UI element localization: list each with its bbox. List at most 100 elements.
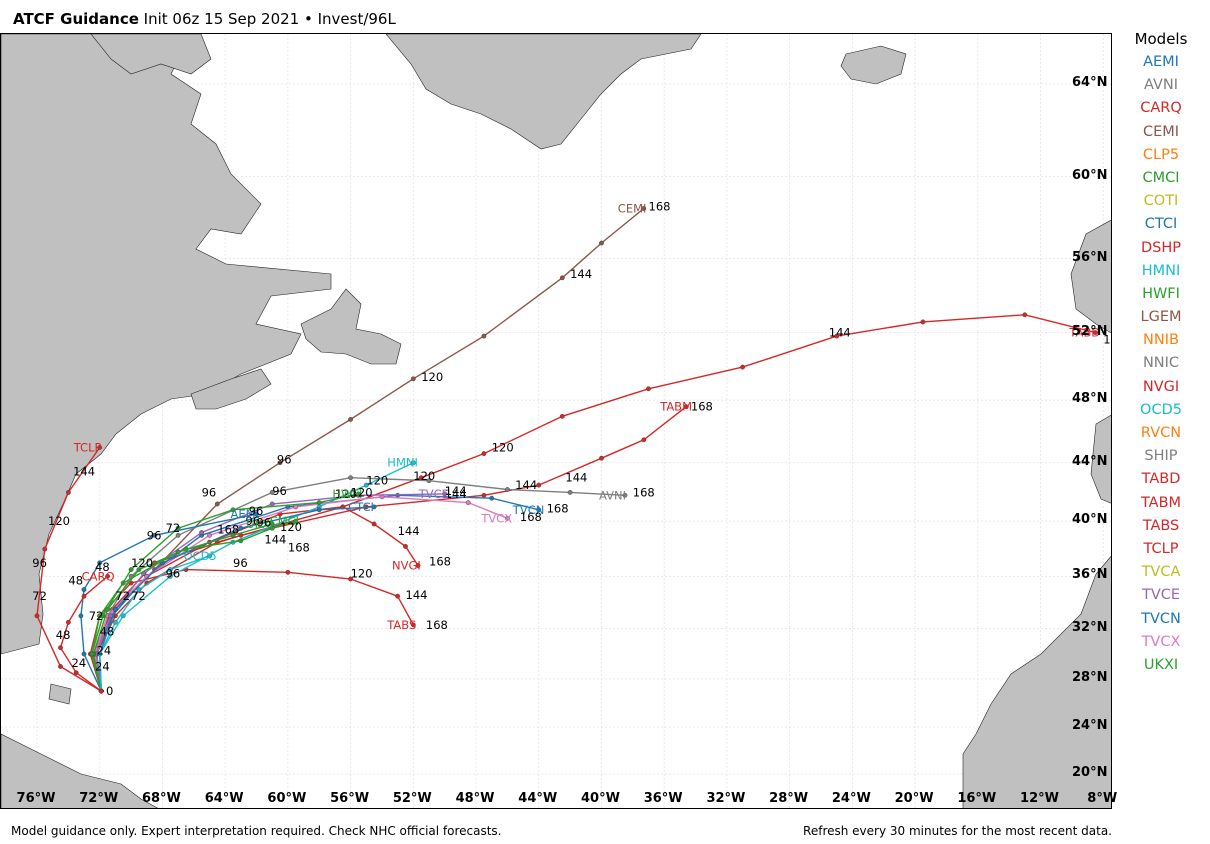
track-point [567,489,573,495]
forecast-hour-label: 120 [280,520,302,534]
map-canvas[interactable]: CEMI96120144168TABD120144168TABM144168TA… [1,34,1112,809]
track-line-tclp [36,447,102,692]
lat-tick-label: 44°N [1072,453,1108,469]
track-point [1022,312,1028,318]
track-point [481,492,487,498]
track-point [403,544,408,549]
track-point [97,651,103,657]
legend-item-ocd5: OCD5 [1140,401,1182,418]
forecast-hour-label: 144 [565,471,587,485]
track-line-carq [59,575,109,692]
track-end-label: CARQ [82,569,115,583]
legend-item-avni: AVNI [1143,77,1179,94]
legend-items: AEMI AVNI CARQ CEMI CLP5 CMCI COTI CTCI DSHP HMNI… [1112,51,1210,677]
forecast-hour-label: 120 [366,474,388,488]
forecast-hour-label: 120 [413,469,435,483]
lat-tick-label: 36°N [1072,567,1108,583]
greenland-land [385,34,702,150]
forecast-hour-label: 168 [288,541,310,555]
forecast-hour-label: 96 [246,514,261,528]
track-point [105,573,111,579]
lat-tick-label: 32°N [1072,619,1108,635]
legend-item-tabs: TABS [1142,517,1180,534]
track-point [559,275,565,281]
track-end-label: TVCN [512,503,545,517]
track-point [504,487,510,492]
forecast-hour-label: 72 [131,589,146,603]
model-tracks [34,206,1098,694]
forecast-hour-label: 48 [56,628,71,642]
lon-tick-label: 24°W [831,791,871,806]
track-end-label: AEMI [231,507,259,521]
chart-title: ATCF Guidance Init 06z 15 Sep 2021 • Inv… [13,10,396,28]
track-point [646,386,651,392]
map-panel[interactable]: CEMI96120144168TABD120144168TABM144168TA… [0,33,1112,809]
track-point [920,319,926,325]
track-end-label: CMCI [270,514,299,528]
forecast-hour-label: 24 [72,656,87,670]
africa-land [962,555,1111,808]
track-point [465,500,471,505]
track-point [559,413,565,419]
iceland-land [840,45,907,85]
forecast-hour-label: 168 [217,523,239,537]
lon-tick-label: 68°W [141,791,181,806]
track-point [175,549,181,555]
legend-item-tclp: TCLP [1143,540,1179,557]
track-point [97,445,103,450]
track-point [410,376,416,382]
legend-item-cemi: CEMI [1142,123,1180,140]
track-point [120,613,126,619]
track-point [97,560,103,566]
track-point [415,563,421,568]
lon-tick-label: 72°W [79,791,119,806]
forecast-hour-label: 120 [421,370,443,384]
track-point [128,567,134,572]
forecast-hour-label: 144 [445,487,467,501]
track-point [230,507,236,513]
track-end-label: TABM [659,400,692,414]
legend-item-rvcn: RVCN [1140,425,1182,441]
lon-tick-label: 16°W [957,791,997,806]
track-point [536,482,542,488]
track-point [622,492,628,498]
legend-item-dshp: DSHP [1140,239,1182,256]
lon-tick-label: 60°W [267,791,307,806]
iberia-land [1090,414,1111,504]
track-point [348,576,353,582]
lon-tick-label: 8°W [1087,791,1118,806]
lon-tick-label: 44°W [518,791,558,806]
forecast-hour-label: 72 [166,521,181,535]
track-point [230,532,236,538]
legend-item-tvcn: TVCN [1141,610,1181,627]
lon-tick-label: 28°W [769,791,809,806]
track-point [78,613,84,619]
forecast-hour-label: 168 [1103,333,1112,347]
track-point [348,475,353,481]
legend-item-nnib: NNIB [1143,332,1179,349]
track-end-label: TVCE [418,487,449,501]
track-point [89,651,95,657]
legend-item-aemi: AEMI [1143,54,1179,70]
track-point [81,593,87,599]
forecast-hour-label: 48 [100,624,115,638]
track-point [167,573,173,579]
legend-item-hwfi: HWFI [1142,285,1180,302]
track-point [199,530,205,535]
track-end-label: TCLP [73,441,102,455]
newfoundland-land [300,288,402,365]
caribbean-land [1,733,158,808]
lon-tick-label: 12°W [1020,791,1059,806]
track-line-ocd5 [98,555,210,692]
track-point [167,567,173,572]
legend-item-coti: COTI [1143,193,1179,210]
forecast-hour-label: 24 [95,660,110,674]
track-point [269,489,275,495]
forecast-hour-label: 96 [249,504,264,518]
track-point [277,460,283,466]
legend-item-tvcx: TVCX [1141,633,1181,650]
british-isles-land [1070,219,1111,334]
legend-item-tvca: TVCA [1141,564,1181,581]
track-point [316,500,322,505]
track-point [66,489,71,495]
